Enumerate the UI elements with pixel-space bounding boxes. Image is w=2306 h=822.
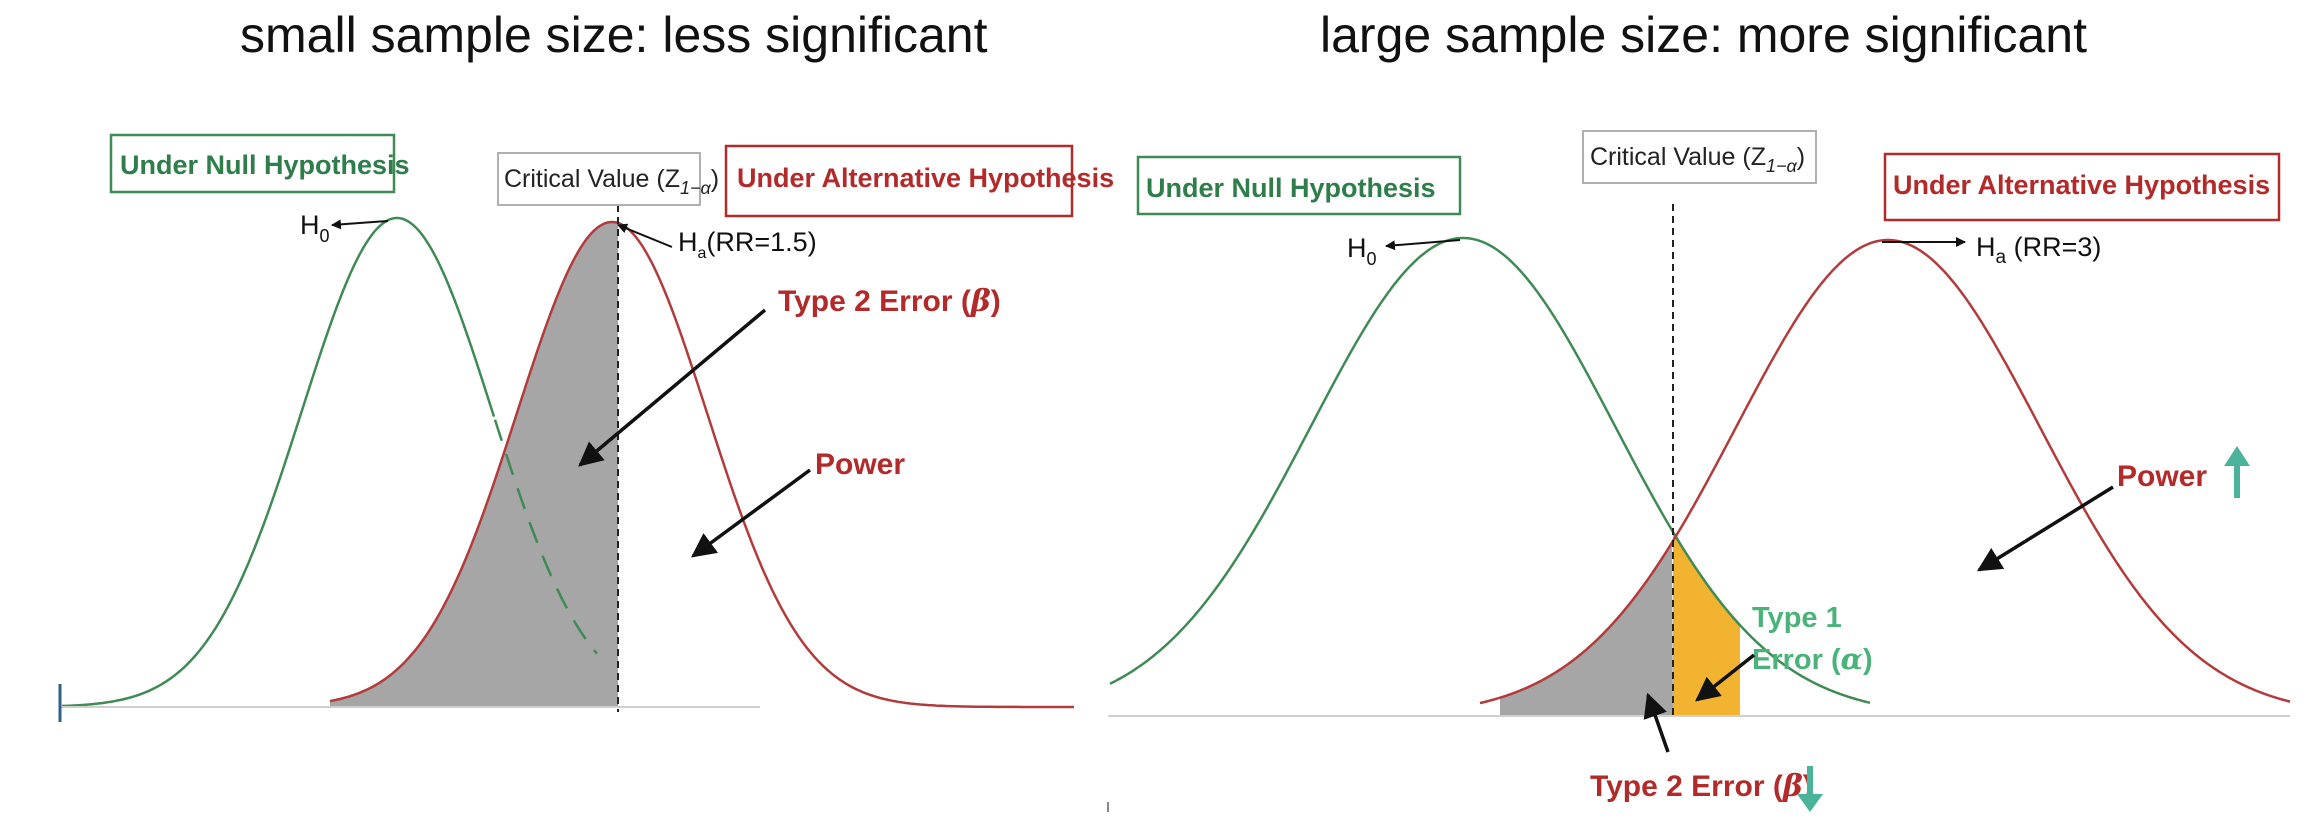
right-critical-label: Critical Value (Z1−α) [1590, 143, 1805, 176]
left-h0-arrow [331, 219, 389, 230]
left-alt-label: Under Alternative Hypothesis [737, 163, 1114, 193]
left-type2-label: Type 2 Error (β) [778, 284, 1001, 319]
left-panel-title: small sample size: less significant [240, 7, 988, 63]
right-null-label-box [1136, 155, 1462, 216]
right-h0-arrow [1385, 239, 1461, 251]
right-beta-region [1500, 542, 1673, 716]
left-type2-arrow [578, 308, 767, 467]
right-type2-arrow [1643, 692, 1670, 753]
right-power-up-arrow-icon [2224, 446, 2250, 498]
right-alt-label-box [1883, 152, 2281, 222]
right-type1-label-line2: Error (α) [1752, 642, 1873, 676]
right-critical-label-box [1582, 130, 1817, 184]
right-alt-label: Under Alternative Hypothesis [1893, 170, 2270, 200]
right-alpha-region [1673, 531, 1740, 716]
right-type1-label-line1: Type 1 [1752, 602, 1842, 634]
left-ha-arrow [617, 223, 673, 248]
right-h0-label: H0 [1347, 233, 1377, 269]
left-null-curve-dashed [493, 419, 598, 655]
left-power-arrow [691, 468, 812, 558]
left-alt-curve [329, 220, 1074, 709]
left-panel: Under Null Hypothesis Critical Value (Z1… [58, 133, 1114, 722]
right-power-arrow [1976, 485, 2114, 572]
right-type1-arrow [1695, 653, 1756, 702]
left-critical-label-box [497, 152, 701, 206]
left-ha-label: Ha(RR=1.5) [678, 227, 817, 262]
left-h0-label: H0 [300, 210, 330, 246]
right-panel-title: large sample size: more significant [1320, 7, 2087, 63]
left-critical-label: Critical Value (Z1−α) [504, 165, 719, 198]
left-null-label-box [109, 133, 396, 194]
right-power-label: Power [2117, 460, 2207, 493]
right-type2-label: Type 2 Error (β) [1590, 769, 1813, 804]
left-power-label: Power [815, 448, 905, 481]
left-alt-label-box [724, 144, 1074, 218]
left-null-label: Under Null Hypothesis [120, 150, 410, 180]
right-null-curve [1109, 236, 1871, 704]
right-panel: Under Null Hypothesis Critical Value (Z1… [1107, 130, 2291, 812]
left-beta-region [330, 222, 618, 707]
right-null-label: Under Null Hypothesis [1146, 173, 1436, 203]
right-type2-down-arrow-icon [1797, 766, 1823, 812]
right-alt-curve [1479, 238, 2291, 705]
left-null-curve [61, 216, 496, 708]
right-ha-label: Ha (RR=3) [1976, 232, 2101, 268]
